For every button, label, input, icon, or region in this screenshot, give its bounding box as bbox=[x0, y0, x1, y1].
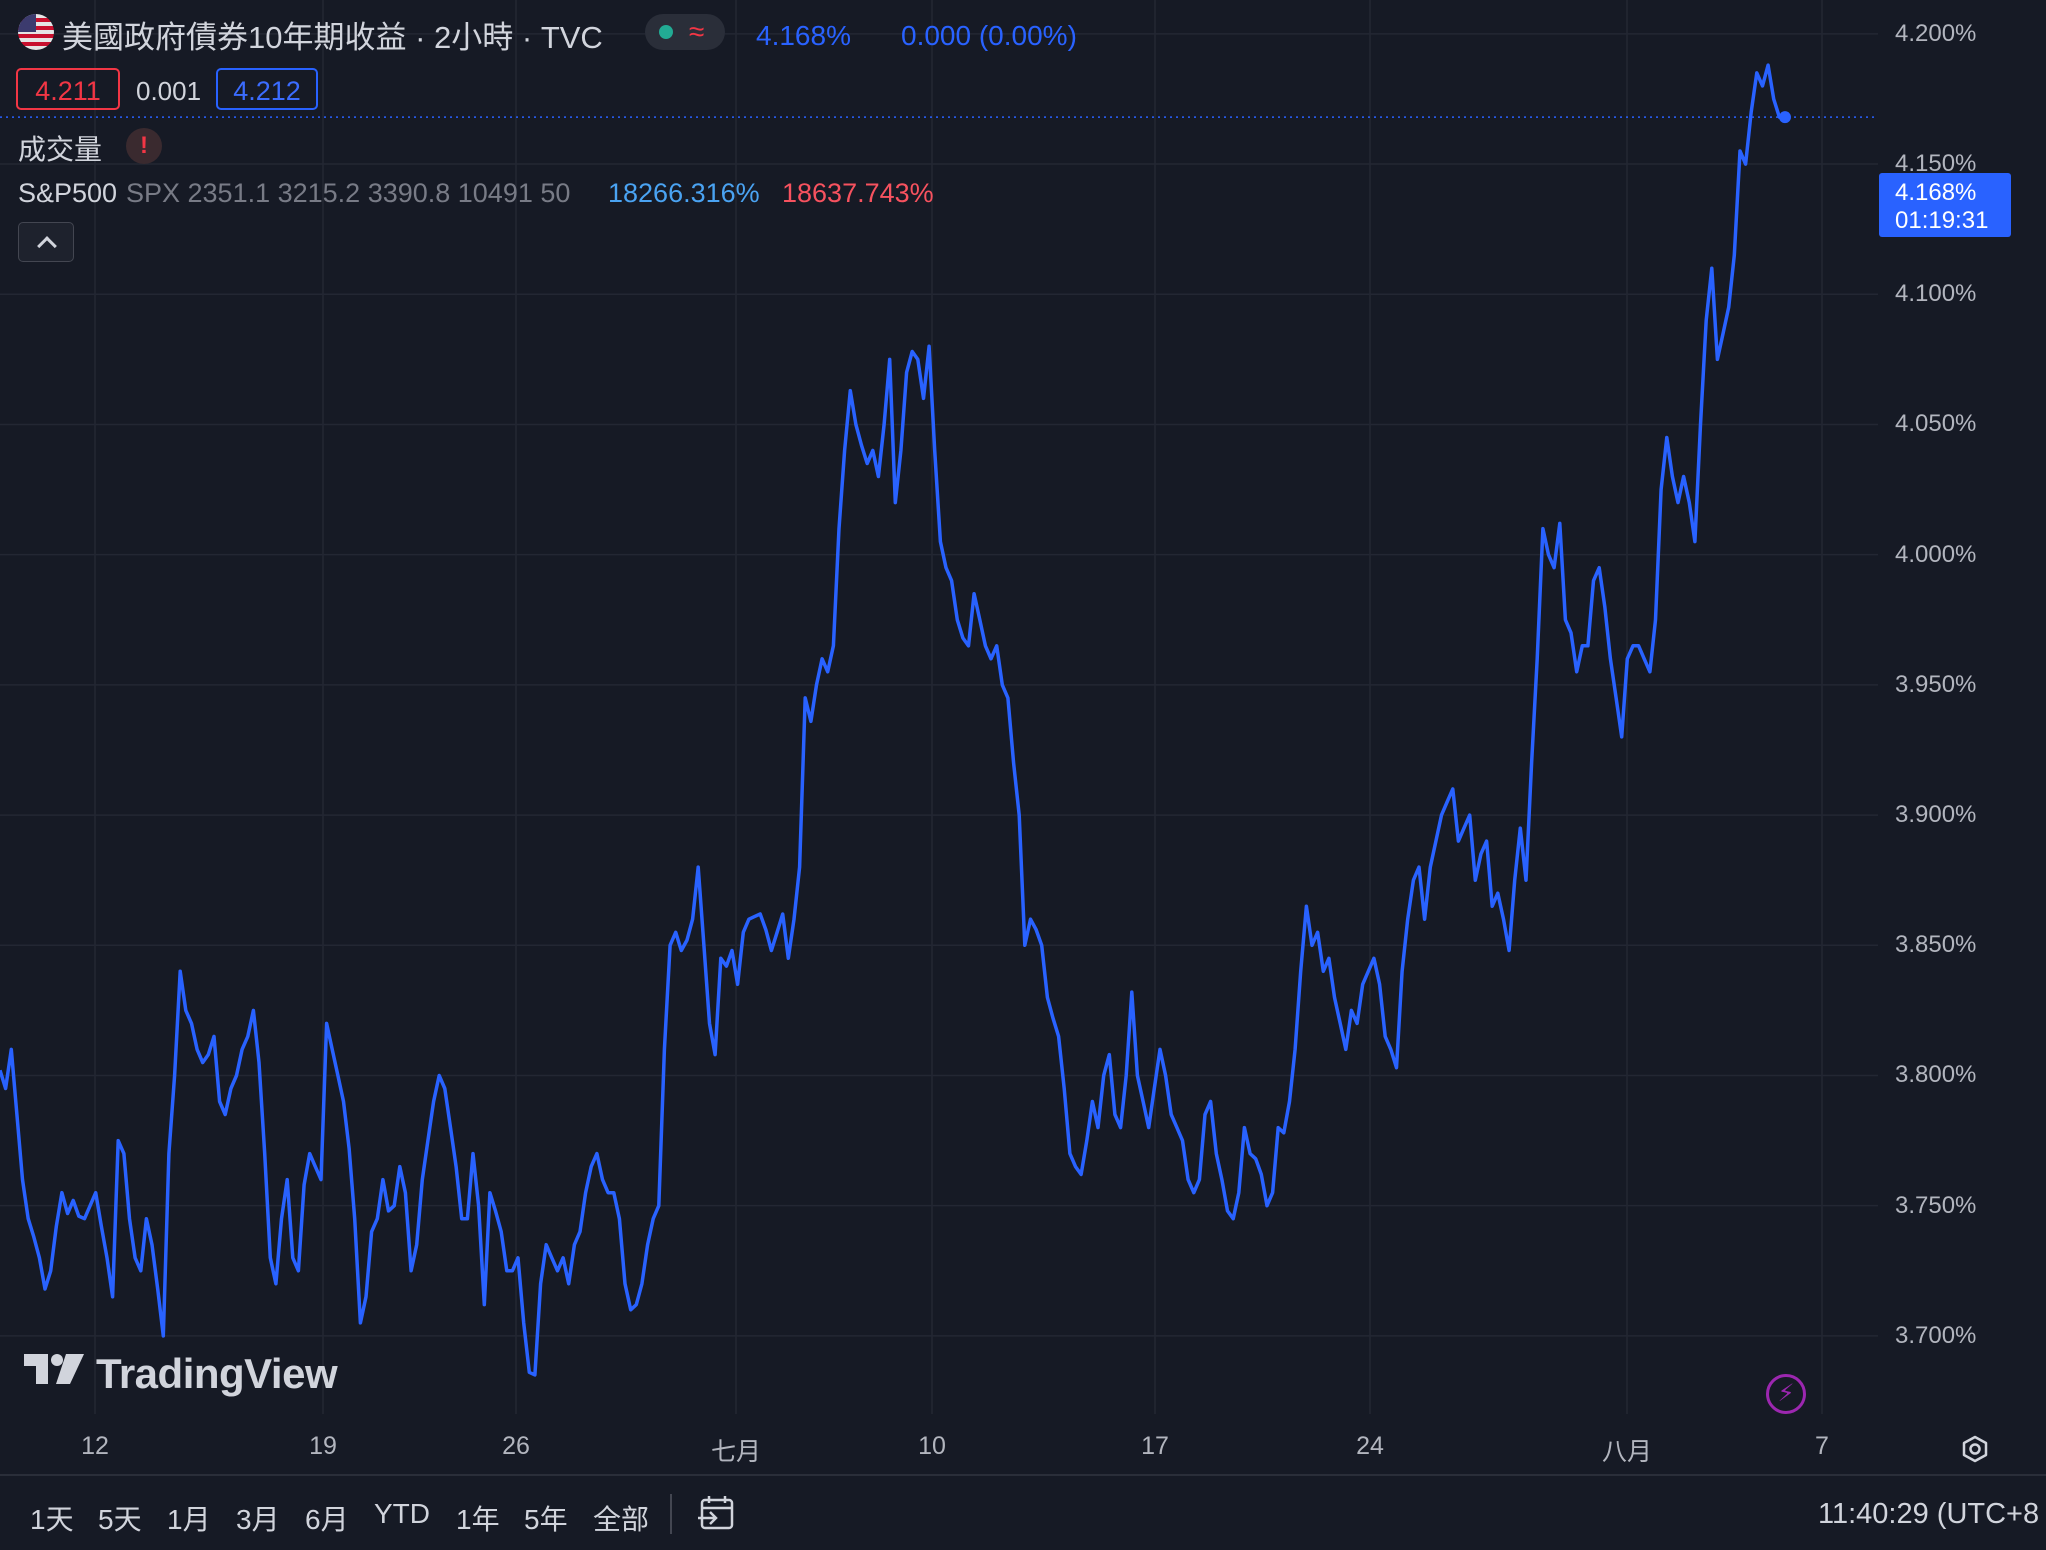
range-6m-button[interactable]: 6月 bbox=[305, 1504, 349, 1535]
x-tick-label: 八月 bbox=[1601, 1438, 1653, 1466]
y-tick-label: 3.950% bbox=[1895, 670, 1977, 698]
clock-timezone[interactable]: 11:40:29 (UTC+8 bbox=[1818, 1498, 2040, 1530]
toolbar-divider bbox=[670, 1494, 672, 1534]
x-tick-label: 7 bbox=[1815, 1432, 1829, 1460]
settings-gear-icon[interactable] bbox=[1960, 1434, 1990, 1464]
indicator-params: SPX 2351.1 3215.2 3390.8 10491 50 bbox=[126, 178, 571, 208]
warning-icon[interactable]: ! bbox=[126, 128, 162, 164]
y-tick-label: 4.100% bbox=[1895, 280, 1977, 308]
delayed-data-icon: ≈ bbox=[689, 16, 705, 47]
x-tick-label: 24 bbox=[1356, 1432, 1384, 1460]
us-flag-icon bbox=[18, 14, 54, 50]
range-3m-button[interactable]: 3月 bbox=[236, 1504, 280, 1535]
indicator-value-1: 18266.316% bbox=[608, 178, 760, 208]
tradingview-wordmark: TradingView bbox=[96, 1350, 338, 1397]
y-tick-label: 3.850% bbox=[1895, 931, 1977, 959]
y-tick-label: 4.200% bbox=[1895, 19, 1977, 47]
indicator-value-2: 18637.743% bbox=[782, 178, 934, 208]
range-1y-button[interactable]: 1年 bbox=[456, 1504, 500, 1535]
range-all-button[interactable]: 全部 bbox=[593, 1504, 650, 1535]
y-tick-label: 4.150% bbox=[1895, 150, 1977, 178]
collapse-legend-button[interactable] bbox=[18, 222, 74, 262]
range-1d-button[interactable]: 1天 bbox=[30, 1504, 74, 1535]
range-ytd-button[interactable]: YTD bbox=[374, 1498, 430, 1529]
yield-series-line bbox=[0, 63, 1785, 1377]
tradingview-logo-icon bbox=[24, 1354, 84, 1384]
range-5y-button[interactable]: 5年 bbox=[524, 1504, 568, 1535]
y-tick-label: 3.900% bbox=[1895, 801, 1977, 829]
x-tick-label: 26 bbox=[502, 1432, 530, 1460]
indicator-name[interactable]: S&P500 bbox=[18, 178, 118, 208]
price-change: 0.000 (0.00%) bbox=[901, 20, 1077, 51]
range-5d-button[interactable]: 5天 bbox=[98, 1504, 142, 1535]
x-tick-label: 12 bbox=[81, 1432, 109, 1460]
current-price-value: 4.168% bbox=[1895, 179, 1977, 206]
bar-countdown: 01:19:31 bbox=[1895, 207, 1989, 234]
volume-label[interactable]: 成交量 bbox=[18, 134, 103, 165]
current-price-tag: 4.168% 01:19:31 bbox=[1879, 173, 2011, 237]
symbol-title[interactable]: 美國政府債券10年期收益 · 2小時 · TVC bbox=[62, 20, 603, 55]
y-tick-label: 3.750% bbox=[1895, 1191, 1977, 1219]
x-tick-label: 七月 bbox=[710, 1438, 762, 1466]
x-tick-label: 10 bbox=[918, 1432, 946, 1460]
spread-value: 0.001 bbox=[136, 76, 202, 106]
last-point-marker bbox=[1779, 111, 1791, 124]
lightning-icon[interactable]: ⚡ bbox=[1766, 1374, 1806, 1414]
x-tick-label: 19 bbox=[309, 1432, 337, 1460]
y-tick-label: 4.050% bbox=[1895, 410, 1977, 438]
bid-price-button[interactable]: 4.211 bbox=[16, 68, 120, 110]
y-tick-label: 3.800% bbox=[1895, 1061, 1977, 1089]
y-tick-label: 3.700% bbox=[1895, 1321, 1977, 1349]
ask-price-button[interactable]: 4.212 bbox=[216, 68, 318, 110]
market-status-pill[interactable]: ≈ bbox=[645, 14, 725, 50]
y-tick-label: 4.000% bbox=[1895, 540, 1977, 568]
last-value: 4.168% bbox=[756, 20, 851, 51]
calendar-goto-icon[interactable] bbox=[696, 1494, 740, 1534]
bottom-toolbar bbox=[0, 1474, 2046, 1550]
range-1m-button[interactable]: 1月 bbox=[167, 1504, 211, 1535]
x-tick-label: 17 bbox=[1141, 1432, 1169, 1460]
market-status-dot-icon bbox=[659, 25, 673, 39]
